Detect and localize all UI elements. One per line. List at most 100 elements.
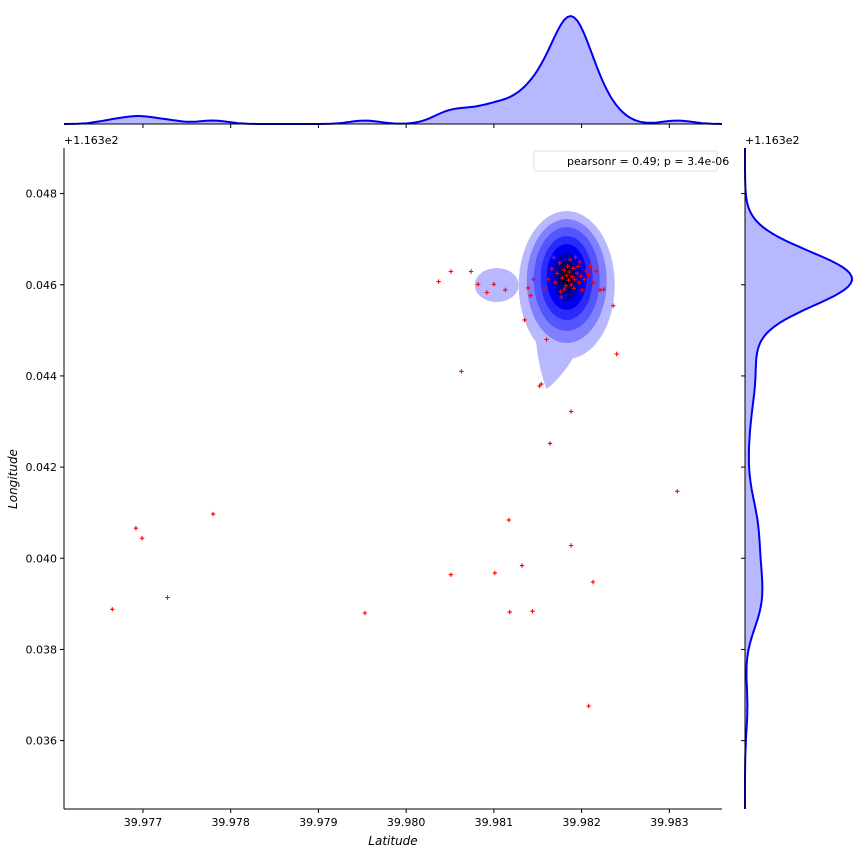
scatter-point <box>578 273 583 279</box>
scatter-point <box>576 280 582 285</box>
scatter-point <box>675 489 680 494</box>
scatter-point <box>611 303 616 308</box>
x-tick-label: 39.980 <box>387 816 426 829</box>
scatter-point <box>561 287 567 292</box>
scatter-point <box>553 280 558 285</box>
scatter-point <box>597 288 603 293</box>
scatter-point <box>567 269 572 275</box>
scatter-point <box>110 607 115 612</box>
scatter-point <box>569 274 575 279</box>
scatter-point <box>491 282 497 287</box>
x-tick-label: 39.981 <box>475 816 514 829</box>
scatter-point <box>582 277 587 282</box>
y-tick-label: 0.042 <box>26 461 58 474</box>
scatter-point <box>590 579 596 585</box>
scatter-point <box>522 317 527 323</box>
x-tick-label: 39.982 <box>562 816 601 829</box>
joint-axes: 39.977 39.978 39.979 39.980 39.981 39.982 39.9… <box>26 148 722 829</box>
scatter-point <box>468 269 474 274</box>
right-marginal <box>741 148 854 809</box>
scatter-point <box>614 351 619 357</box>
scatter-point <box>560 275 565 281</box>
scatter-point <box>586 272 591 277</box>
scatter-point <box>492 570 497 576</box>
scatter-point <box>557 260 562 266</box>
scatter-point <box>571 286 576 291</box>
y-axis-label: Longitude <box>6 449 20 509</box>
right-ticks <box>741 193 745 742</box>
top-kde-fill <box>64 16 722 124</box>
y-tick-label: 0.044 <box>26 370 58 383</box>
scatter-point <box>577 259 583 265</box>
scatter-point <box>565 264 570 269</box>
scatter-point <box>448 572 454 577</box>
right-kde-fill <box>745 148 852 809</box>
scatter-point <box>563 283 568 288</box>
scatter-point <box>541 287 547 292</box>
x-tick-label: 39.979 <box>299 816 338 829</box>
scatter-point <box>564 273 569 278</box>
scatter-point <box>484 290 490 295</box>
scatter-point <box>561 268 567 273</box>
y-offset-label: +1.163e2 <box>64 134 118 147</box>
scatter-point <box>503 287 508 292</box>
scatter-point <box>547 441 553 446</box>
scatter-point <box>586 703 591 709</box>
scatter-point <box>210 511 216 517</box>
scatter-point <box>519 563 525 568</box>
scatter-point <box>566 278 571 283</box>
scatter-point <box>568 257 573 262</box>
scatter-point <box>475 282 481 287</box>
scatter-point <box>531 277 536 282</box>
scatter-point <box>594 268 599 274</box>
scatter-point <box>544 337 549 342</box>
scatter-point <box>568 409 574 414</box>
scatter-point <box>601 287 606 292</box>
scatter-point <box>436 279 441 284</box>
scatter-point <box>575 264 581 269</box>
scatter-point <box>572 277 577 282</box>
scatter-points <box>110 255 680 709</box>
right-kde-line <box>744 148 854 809</box>
scatter-point <box>580 288 585 293</box>
legend: pearsonr = 0.49; p = 3.4e-06 <box>533 150 729 172</box>
x-tick-label: 39.977 <box>124 816 163 829</box>
scatter-point <box>546 277 551 282</box>
y-tick-label: 0.048 <box>26 188 58 201</box>
legend-text: pearsonr = 0.49; p = 3.4e-06 <box>567 155 729 168</box>
scatter-point <box>539 381 544 387</box>
top-marginal <box>64 14 723 128</box>
scatter-point <box>525 285 531 291</box>
scatter-point <box>549 266 554 271</box>
scatter-point <box>507 609 512 615</box>
scatter-point <box>583 268 589 274</box>
y-tick-label: 0.038 <box>26 643 58 656</box>
y-ticks: 0.036 0.038 0.040 0.042 0.044 0.046 0.048 <box>26 188 64 748</box>
scatter-point <box>558 289 563 294</box>
scatter-point <box>139 536 145 541</box>
scatter-point <box>573 255 578 260</box>
top-ticks <box>142 124 670 128</box>
scatter-point <box>559 294 564 300</box>
x-tick-label: 39.983 <box>650 816 689 829</box>
scatter-point <box>165 595 170 600</box>
scatter-point <box>590 280 596 285</box>
scatter-point <box>530 609 535 614</box>
legend-box <box>533 150 718 172</box>
y-tick-label: 0.036 <box>26 735 58 748</box>
x-ticks: 39.977 39.978 39.979 39.980 39.981 39.982 39.9… <box>124 809 689 829</box>
scatter-point <box>570 266 576 271</box>
scatter-point <box>362 610 368 616</box>
kde-contours <box>474 211 615 390</box>
scatter-point <box>506 517 511 523</box>
scatter-point <box>528 293 533 298</box>
y-tick-label: 0.040 <box>26 552 58 565</box>
scatter-point <box>551 255 556 260</box>
scatter-point <box>568 282 574 287</box>
scatter-point <box>133 526 139 531</box>
scatter-point <box>568 543 574 548</box>
scatter-point <box>459 369 464 374</box>
scatter-point <box>575 271 580 276</box>
scatter-point <box>554 271 560 276</box>
